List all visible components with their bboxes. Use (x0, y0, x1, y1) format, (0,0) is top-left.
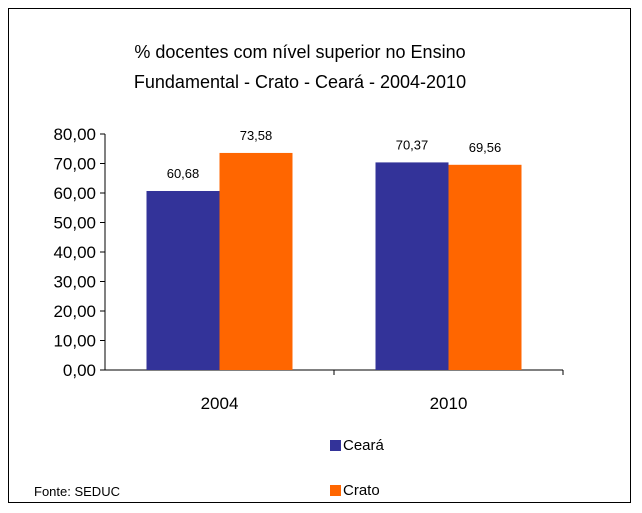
data-label: 69,56 (469, 140, 502, 155)
source-note: Fonte: SEDUC (34, 484, 120, 499)
bar (219, 152, 293, 370)
y-tick-label: 40,00 (53, 243, 96, 262)
y-tick-label: 0,00 (63, 361, 96, 380)
y-tick-label: 80,00 (53, 125, 96, 144)
legend-label-ceara: Ceará (343, 437, 384, 454)
y-tick-label: 60,00 (53, 184, 96, 203)
y-tick-label: 10,00 (53, 332, 96, 351)
x-tick-label: 2004 (201, 394, 239, 413)
data-label: 60,68 (167, 166, 200, 181)
chart-title-line-2: Fundamental - Crato - Ceará - 2004-2010 (133, 72, 467, 92)
bar (375, 162, 449, 370)
x-tick-label: 2010 (430, 394, 468, 413)
y-tick-label: 50,00 (53, 214, 96, 233)
chart-title: % docentes com nível superior no Ensino … (0, 37, 600, 97)
legend-label-crato: Crato (343, 482, 380, 499)
data-label: 73,58 (240, 128, 273, 143)
legend-item-ceara: Ceará (330, 437, 384, 455)
chart-title-line-1: % docentes com nível superior no Ensino (134, 42, 466, 62)
legend-swatch-ceara (330, 440, 341, 451)
bar (448, 164, 522, 370)
y-tick-label: 20,00 (53, 302, 96, 321)
bar (146, 190, 220, 370)
y-tick-label: 70,00 (53, 155, 96, 174)
legend-item-crato: Crato (330, 482, 380, 500)
data-label: 70,37 (396, 137, 429, 152)
y-tick-label: 30,00 (53, 273, 96, 292)
chart-frame (8, 8, 631, 503)
legend-swatch-crato (330, 485, 341, 496)
